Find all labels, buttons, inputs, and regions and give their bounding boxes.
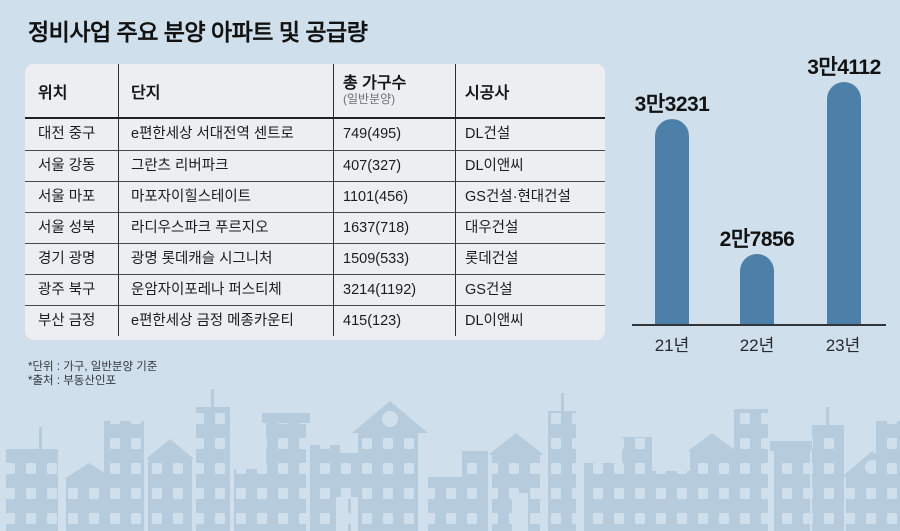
cell-location: 대전 중구 — [38, 126, 96, 142]
bar-value-label-22: 2만7856 — [719, 228, 795, 251]
header-location: 위치 — [38, 84, 68, 102]
cell-households: 1637(718) — [333, 213, 455, 243]
x-axis-line — [632, 324, 886, 326]
cell-complex: 광명 롯데캐슬 시그니처 — [118, 244, 333, 274]
table-row: 부산 금정 e편한세상 금정 메종카운티 415(123) DL이앤씨 — [25, 305, 605, 336]
bar-23 — [827, 82, 861, 325]
city-skyline-illustration — [6, 389, 900, 531]
footnotes: *단위 : 가구, 일반분양 기준 *출처 : 부동산인포 — [28, 360, 157, 388]
cell-builder: 롯데건설 — [455, 244, 605, 274]
header-complex: 단지 — [118, 64, 333, 117]
page-title: 정비사업 주요 분양 아파트 및 공급량 — [28, 19, 368, 45]
table-row: 서울 성북 라디우스파크 푸르지오 1637(718) 대우건설 — [25, 212, 605, 243]
cell-builder: 대우건설 — [455, 213, 605, 243]
cell-complex: 운암자이포레나 퍼스티체 — [118, 275, 333, 305]
footnote-source: *출처 : 부동산인포 — [28, 375, 117, 387]
cell-households: 749(495) — [333, 119, 455, 150]
cell-builder: DL이앤씨 — [455, 306, 605, 336]
cell-location: 서울 강동 — [38, 158, 96, 174]
bar-value-label-23: 3만4112 — [807, 56, 881, 79]
cell-households: 1509(533) — [333, 244, 455, 274]
header-households-sub: (일반분양) — [343, 91, 396, 106]
cell-builder: GS건설·현대건설 — [455, 182, 605, 212]
cell-households: 415(123) — [333, 306, 455, 336]
bar-21 — [655, 119, 689, 325]
header-households: 총 가구수 (일반분양) — [333, 64, 455, 117]
header-households-main: 총 가구수 — [343, 75, 407, 93]
cell-households: 1101(456) — [333, 182, 455, 212]
table-header-row: 위치 단지 총 가구수 (일반분양) 시공사 — [25, 64, 605, 119]
supply-table: 위치 단지 총 가구수 (일반분양) 시공사 대전 중구 e편한세상 서대전역 … — [25, 64, 605, 340]
cell-complex: e편한세상 금정 메종카운티 — [118, 306, 333, 336]
footnote-unit: *단위 : 가구, 일반분양 기준 — [28, 361, 158, 373]
cell-builder: DL이앤씨 — [455, 151, 605, 181]
x-tick-23: 23년 — [825, 336, 861, 355]
table-row: 대전 중구 e편한세상 서대전역 센트로 749(495) DL건설 — [25, 119, 605, 150]
cell-location: 부산 금정 — [38, 313, 96, 329]
cell-complex: 마포자이힐스테이트 — [118, 182, 333, 212]
cell-location: 서울 마포 — [38, 189, 96, 205]
cell-complex: e편한세상 서대전역 센트로 — [118, 119, 333, 150]
cell-builder: DL건설 — [455, 119, 605, 150]
cell-complex: 그란츠 리버파크 — [118, 151, 333, 181]
table-row: 경기 광명 광명 롯데캐슬 시그니처 1509(533) 롯데건설 — [25, 243, 605, 274]
table-row: 서울 마포 마포자이힐스테이트 1101(456) GS건설·현대건설 — [25, 181, 605, 212]
table-row: 서울 강동 그란츠 리버파크 407(327) DL이앤씨 — [25, 150, 605, 181]
x-tick-21: 21년 — [654, 336, 690, 355]
x-tick-22: 22년 — [739, 336, 775, 355]
table-row: 광주 북구 운암자이포레나 퍼스티체 3214(1192) GS건설 — [25, 274, 605, 305]
cell-builder: GS건설 — [455, 275, 605, 305]
cell-location: 광주 북구 — [38, 282, 96, 298]
cell-location: 경기 광명 — [38, 251, 96, 267]
cell-households: 407(327) — [333, 151, 455, 181]
bar-value-label-21: 3만3231 — [634, 93, 710, 116]
bar-22 — [740, 254, 774, 325]
cell-complex: 라디우스파크 푸르지오 — [118, 213, 333, 243]
cell-households: 3214(1192) — [333, 275, 455, 305]
cell-location: 서울 성북 — [38, 220, 96, 236]
header-builder: 시공사 — [455, 64, 605, 117]
